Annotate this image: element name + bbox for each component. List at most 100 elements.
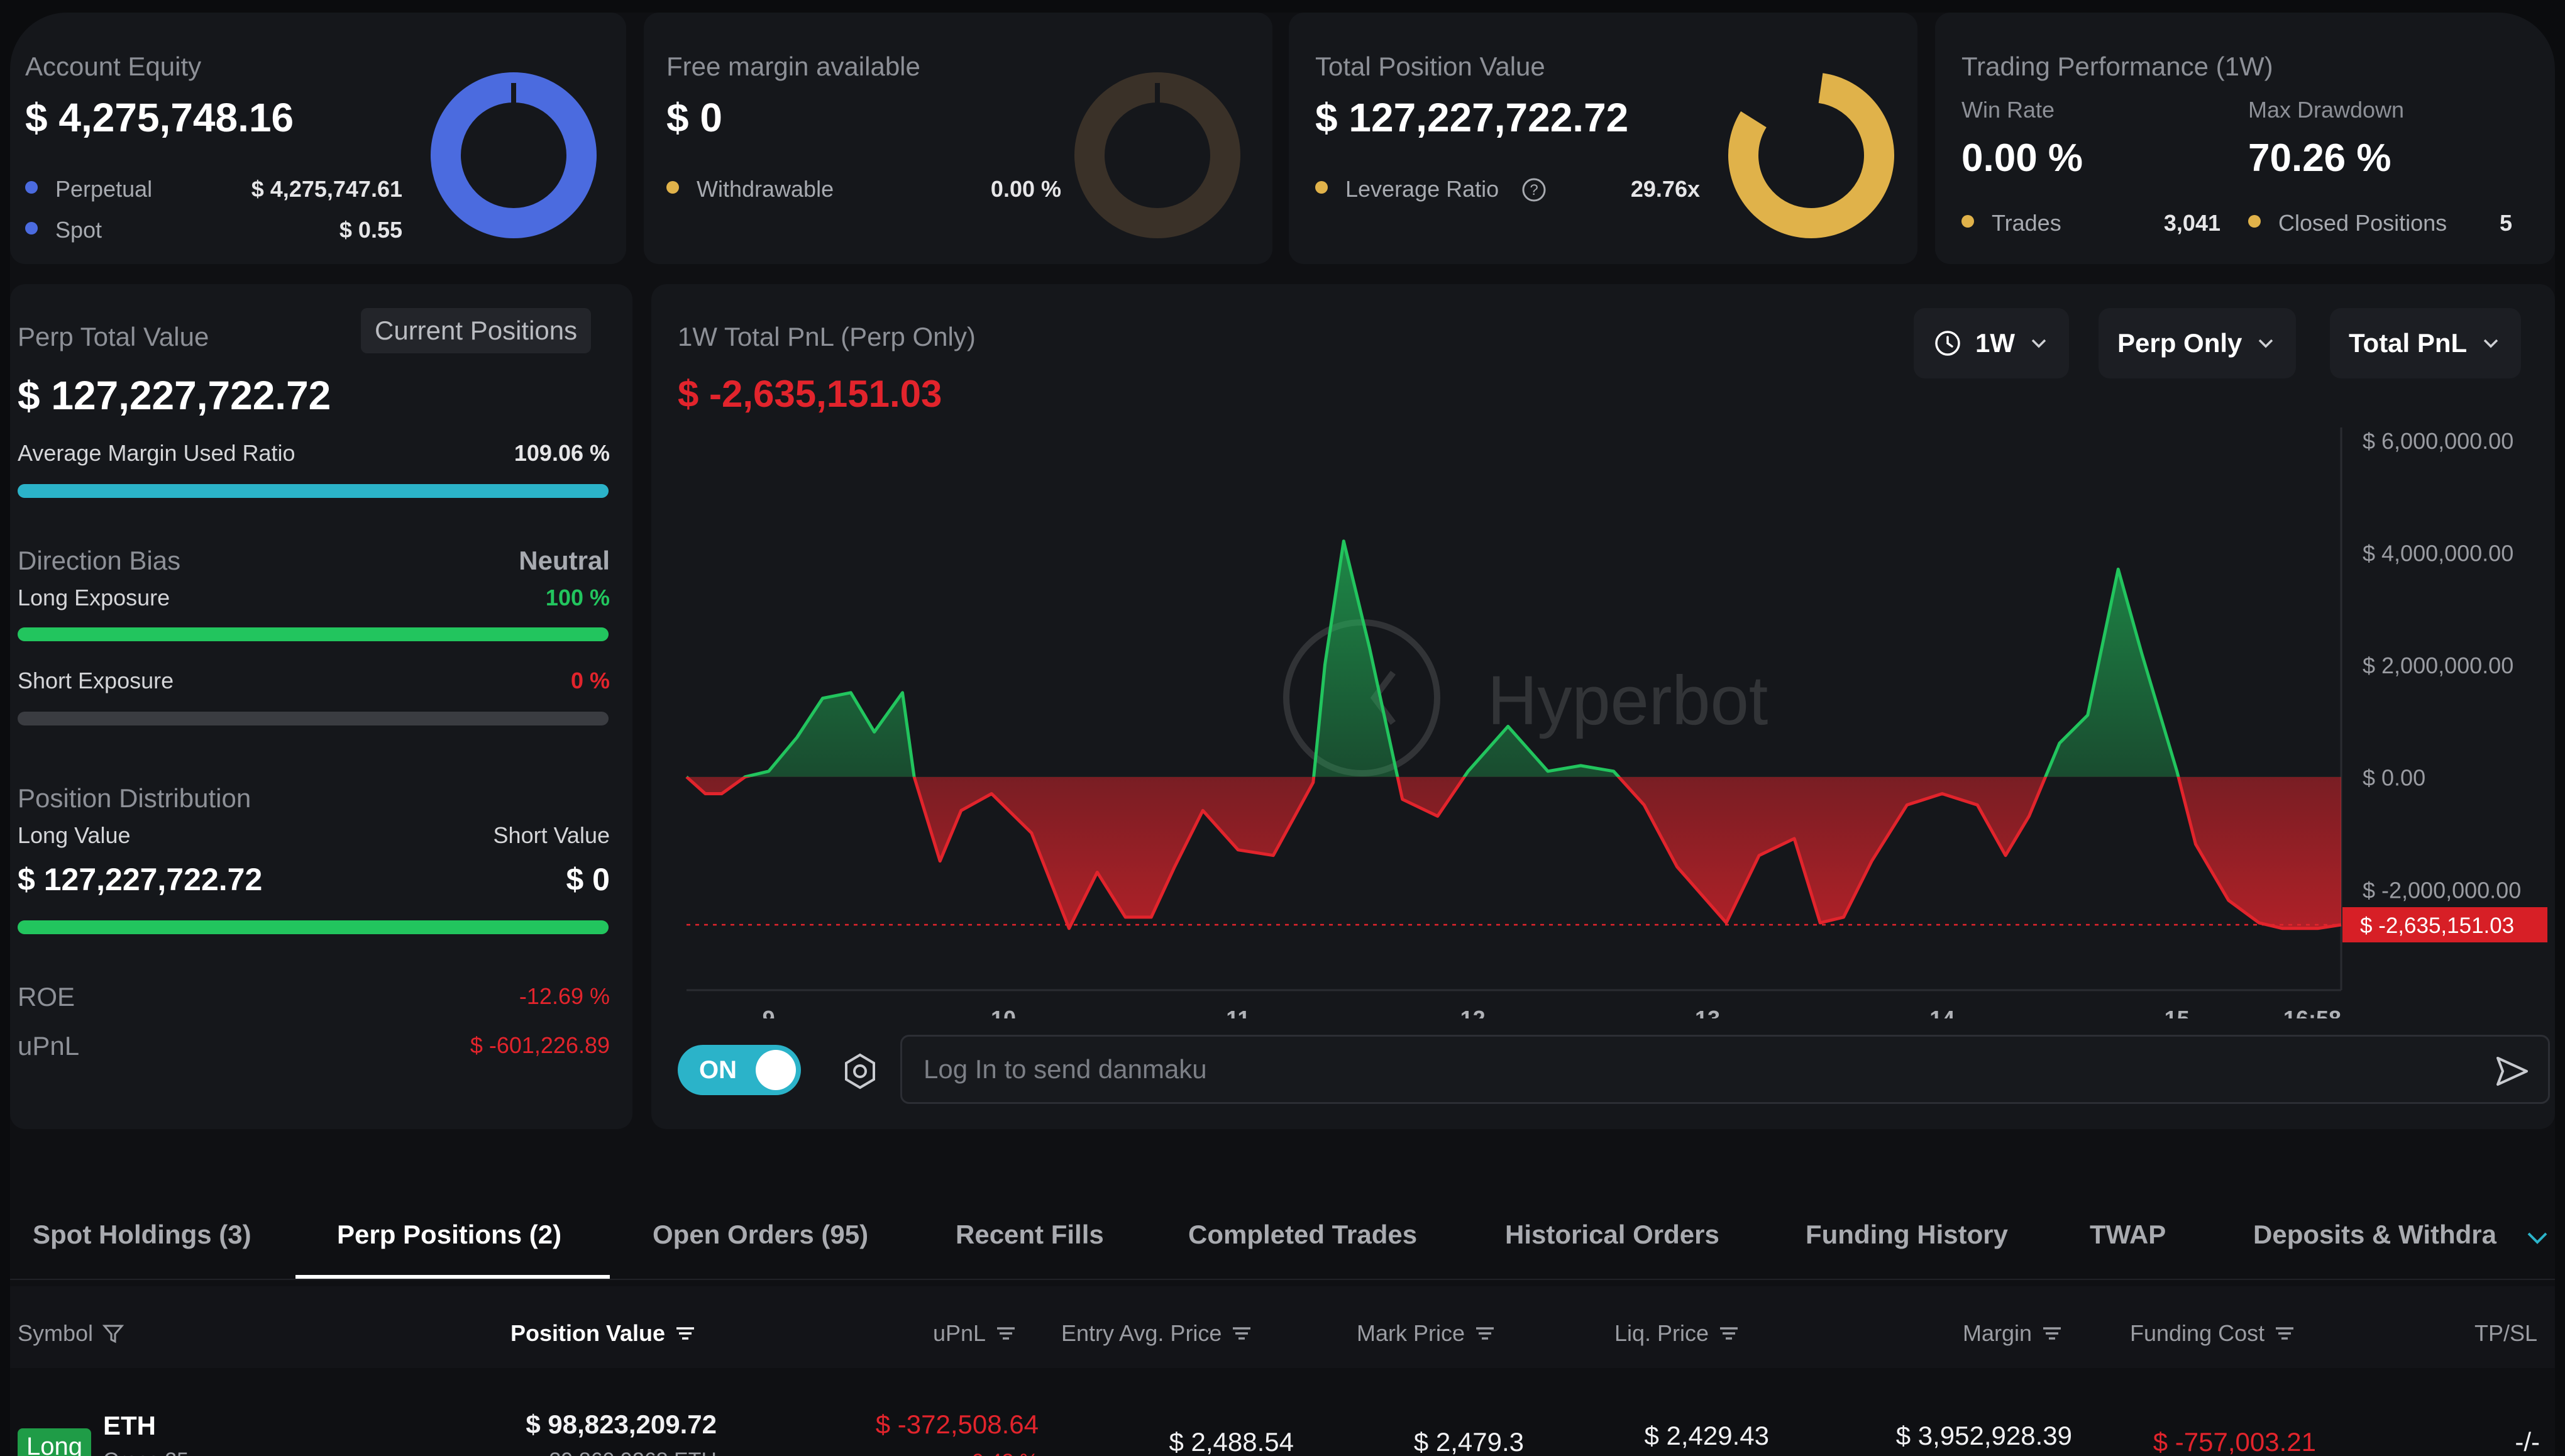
y-tick-label: $ -2,000,000.00 bbox=[2363, 877, 2521, 903]
chevron-down-icon bbox=[2483, 339, 2498, 348]
sort-icon[interactable] bbox=[1472, 1321, 1498, 1346]
header-tpsl: TP/SL bbox=[2474, 1320, 2537, 1347]
closed-positions-dot-icon bbox=[2248, 215, 2261, 228]
current-value-tag-label: $ -2,635,151.03 bbox=[2360, 913, 2514, 938]
tab-deposits-withdrawals-clip: Deposits & Withdra bbox=[2253, 1213, 2505, 1257]
win-rate-value: 0.00 % bbox=[1961, 136, 2083, 180]
y-tick-label: $ 0.00 bbox=[2363, 765, 2425, 791]
x-tick-label: 9 bbox=[763, 1006, 775, 1018]
header-liq-price[interactable]: Liq. Price bbox=[1614, 1320, 1741, 1347]
free-margin-donut-chart bbox=[1074, 72, 1240, 238]
free-margin-card: Free margin available $ 0 Withdrawable 0… bbox=[644, 13, 1272, 264]
tab-funding-history[interactable]: Funding History bbox=[1806, 1220, 2008, 1249]
current-positions-button[interactable]: Current Positions bbox=[361, 308, 592, 353]
upnl-cell: $ -372,508.64 bbox=[875, 1409, 1039, 1439]
metric-dropdown[interactable]: Total PnL bbox=[2330, 308, 2522, 378]
sort-icon[interactable] bbox=[673, 1321, 698, 1346]
tab-completed-trades[interactable]: Completed Trades bbox=[1188, 1220, 1418, 1249]
pnl-negative-area bbox=[687, 776, 2341, 929]
toggle-knob bbox=[756, 1050, 796, 1090]
withdrawable-label: Withdrawable bbox=[697, 176, 834, 202]
svg-text:?: ? bbox=[1530, 182, 1538, 199]
long-exposure-bar-fill bbox=[18, 627, 609, 641]
position-distribution-label: Position Distribution bbox=[18, 783, 251, 813]
tab-recent-fills[interactable]: Recent Fills bbox=[956, 1220, 1104, 1249]
total-position-value-card: Total Position Value $ 127,227,722.72 Le… bbox=[1289, 13, 1917, 264]
sort-icon[interactable] bbox=[1716, 1321, 1741, 1346]
performance-title: Trading Performance (1W) bbox=[1961, 52, 2273, 81]
long-exposure-label: Long Exposure bbox=[18, 585, 170, 610]
tab-perp-positions[interactable]: Perp Positions (2) bbox=[337, 1220, 562, 1249]
avg-margin-bar bbox=[18, 484, 609, 498]
long-exposure-value: 100 % bbox=[545, 585, 610, 610]
avg-margin-label: Average Margin Used Ratio bbox=[18, 440, 295, 466]
send-icon[interactable] bbox=[2494, 1053, 2530, 1089]
spot-dot-icon bbox=[25, 222, 38, 234]
chevron-down-icon[interactable] bbox=[2524, 1223, 2551, 1251]
time-range-dropdown[interactable]: 1W bbox=[1914, 308, 2069, 378]
header-margin[interactable]: Margin bbox=[1963, 1320, 2065, 1347]
header-margin-label: Margin bbox=[1963, 1320, 2033, 1346]
spot-label: Spot bbox=[55, 217, 102, 243]
perpetual-value: $ 4,275,747.61 bbox=[251, 176, 402, 202]
mark-price-cell: $ 2,479.3 bbox=[1413, 1427, 1524, 1456]
table-row[interactable]: Long ETH Cross 25x $ 98,823,209.72 39,86… bbox=[10, 1381, 2555, 1456]
avg-margin-value: 109.06 % bbox=[514, 440, 610, 466]
perpetual-dot-icon bbox=[25, 181, 38, 194]
tab-historical-orders[interactable]: Historical Orders bbox=[1505, 1220, 1719, 1249]
danmaku-input[interactable]: Log In to send danmaku bbox=[900, 1035, 2550, 1104]
tab-spot-holdings[interactable]: Spot Holdings (3) bbox=[33, 1220, 251, 1249]
side-badge: Long bbox=[18, 1428, 91, 1456]
short-exposure-bar bbox=[18, 712, 609, 725]
header-entry-price-label: Entry Avg. Price bbox=[1061, 1320, 1222, 1346]
long-value-label: Long Value bbox=[18, 822, 131, 848]
sort-icon[interactable] bbox=[1229, 1321, 1254, 1346]
tpsl-cell[interactable]: -/- bbox=[2515, 1427, 2540, 1456]
header-upnl[interactable]: uPnL bbox=[933, 1320, 1018, 1347]
leverage-label: Leverage Ratio bbox=[1345, 176, 1499, 202]
filter-icon[interactable] bbox=[101, 1321, 126, 1346]
position-distribution-bar-fill bbox=[18, 920, 609, 934]
liq-price-cell: $ 2,429.43 bbox=[1644, 1421, 1769, 1450]
settings-icon[interactable] bbox=[840, 1051, 880, 1091]
tab-open-orders[interactable]: Open Orders (95) bbox=[653, 1220, 869, 1249]
header-position-value[interactable]: Position Value bbox=[510, 1320, 698, 1347]
symbol-name[interactable]: ETH bbox=[103, 1411, 156, 1440]
perpetual-label: Perpetual bbox=[55, 176, 153, 202]
sort-icon[interactable] bbox=[2039, 1321, 2065, 1346]
header-position-value-label: Position Value bbox=[510, 1320, 666, 1346]
tab-twap[interactable]: TWAP bbox=[2090, 1220, 2166, 1249]
question-circle-icon[interactable]: ? bbox=[1521, 177, 1547, 202]
x-tick-label: 13 bbox=[1695, 1006, 1720, 1018]
y-tick-label: $ 2,000,000.00 bbox=[2363, 653, 2513, 678]
scope-dropdown[interactable]: Perp Only bbox=[2099, 308, 2297, 378]
table-header-row bbox=[10, 1286, 2555, 1368]
free-margin-value: $ 0 bbox=[666, 95, 722, 140]
symbol-mode: Cross 25x bbox=[103, 1448, 199, 1456]
perp-total-value: $ 127,227,722.72 bbox=[18, 373, 331, 418]
chevron-down-icon bbox=[2259, 339, 2273, 348]
tab-deposits-withdrawals[interactable]: Deposits & Withdra bbox=[2253, 1220, 2496, 1249]
danmaku-placeholder: Log In to send danmaku bbox=[924, 1054, 1207, 1084]
header-symbol[interactable]: Symbol bbox=[18, 1320, 126, 1347]
clock-icon bbox=[1935, 331, 1960, 356]
time-range-label: 1W bbox=[1975, 328, 2015, 358]
scope-label: Perp Only bbox=[2117, 328, 2242, 358]
trades-label: Trades bbox=[1992, 210, 2061, 236]
max-drawdown-value: 70.26 % bbox=[2248, 136, 2391, 180]
active-tab-underline bbox=[295, 1275, 610, 1279]
header-mark-price[interactable]: Mark Price bbox=[1357, 1320, 1498, 1347]
header-entry-price[interactable]: Entry Avg. Price bbox=[1061, 1320, 1254, 1347]
x-tick-label: 10 bbox=[991, 1006, 1016, 1018]
free-margin-title: Free margin available bbox=[666, 52, 920, 81]
long-exposure-bar bbox=[18, 627, 609, 641]
sort-icon[interactable] bbox=[993, 1321, 1018, 1346]
header-funding-cost[interactable]: Funding Cost bbox=[2130, 1320, 2297, 1347]
funding-cost-cell: $ -757,003.21 bbox=[2153, 1427, 2316, 1456]
trading-performance-card: Trading Performance (1W) Win Rate 0.00 %… bbox=[1935, 13, 2555, 264]
short-exposure-value: 0 % bbox=[570, 668, 610, 693]
upnl-pct-cell: -9.42 % bbox=[965, 1450, 1039, 1456]
danmaku-toggle[interactable]: ON bbox=[678, 1045, 801, 1095]
position-size-cell: 39,860.9268 ETH bbox=[549, 1448, 717, 1456]
sort-icon[interactable] bbox=[2272, 1321, 2297, 1346]
